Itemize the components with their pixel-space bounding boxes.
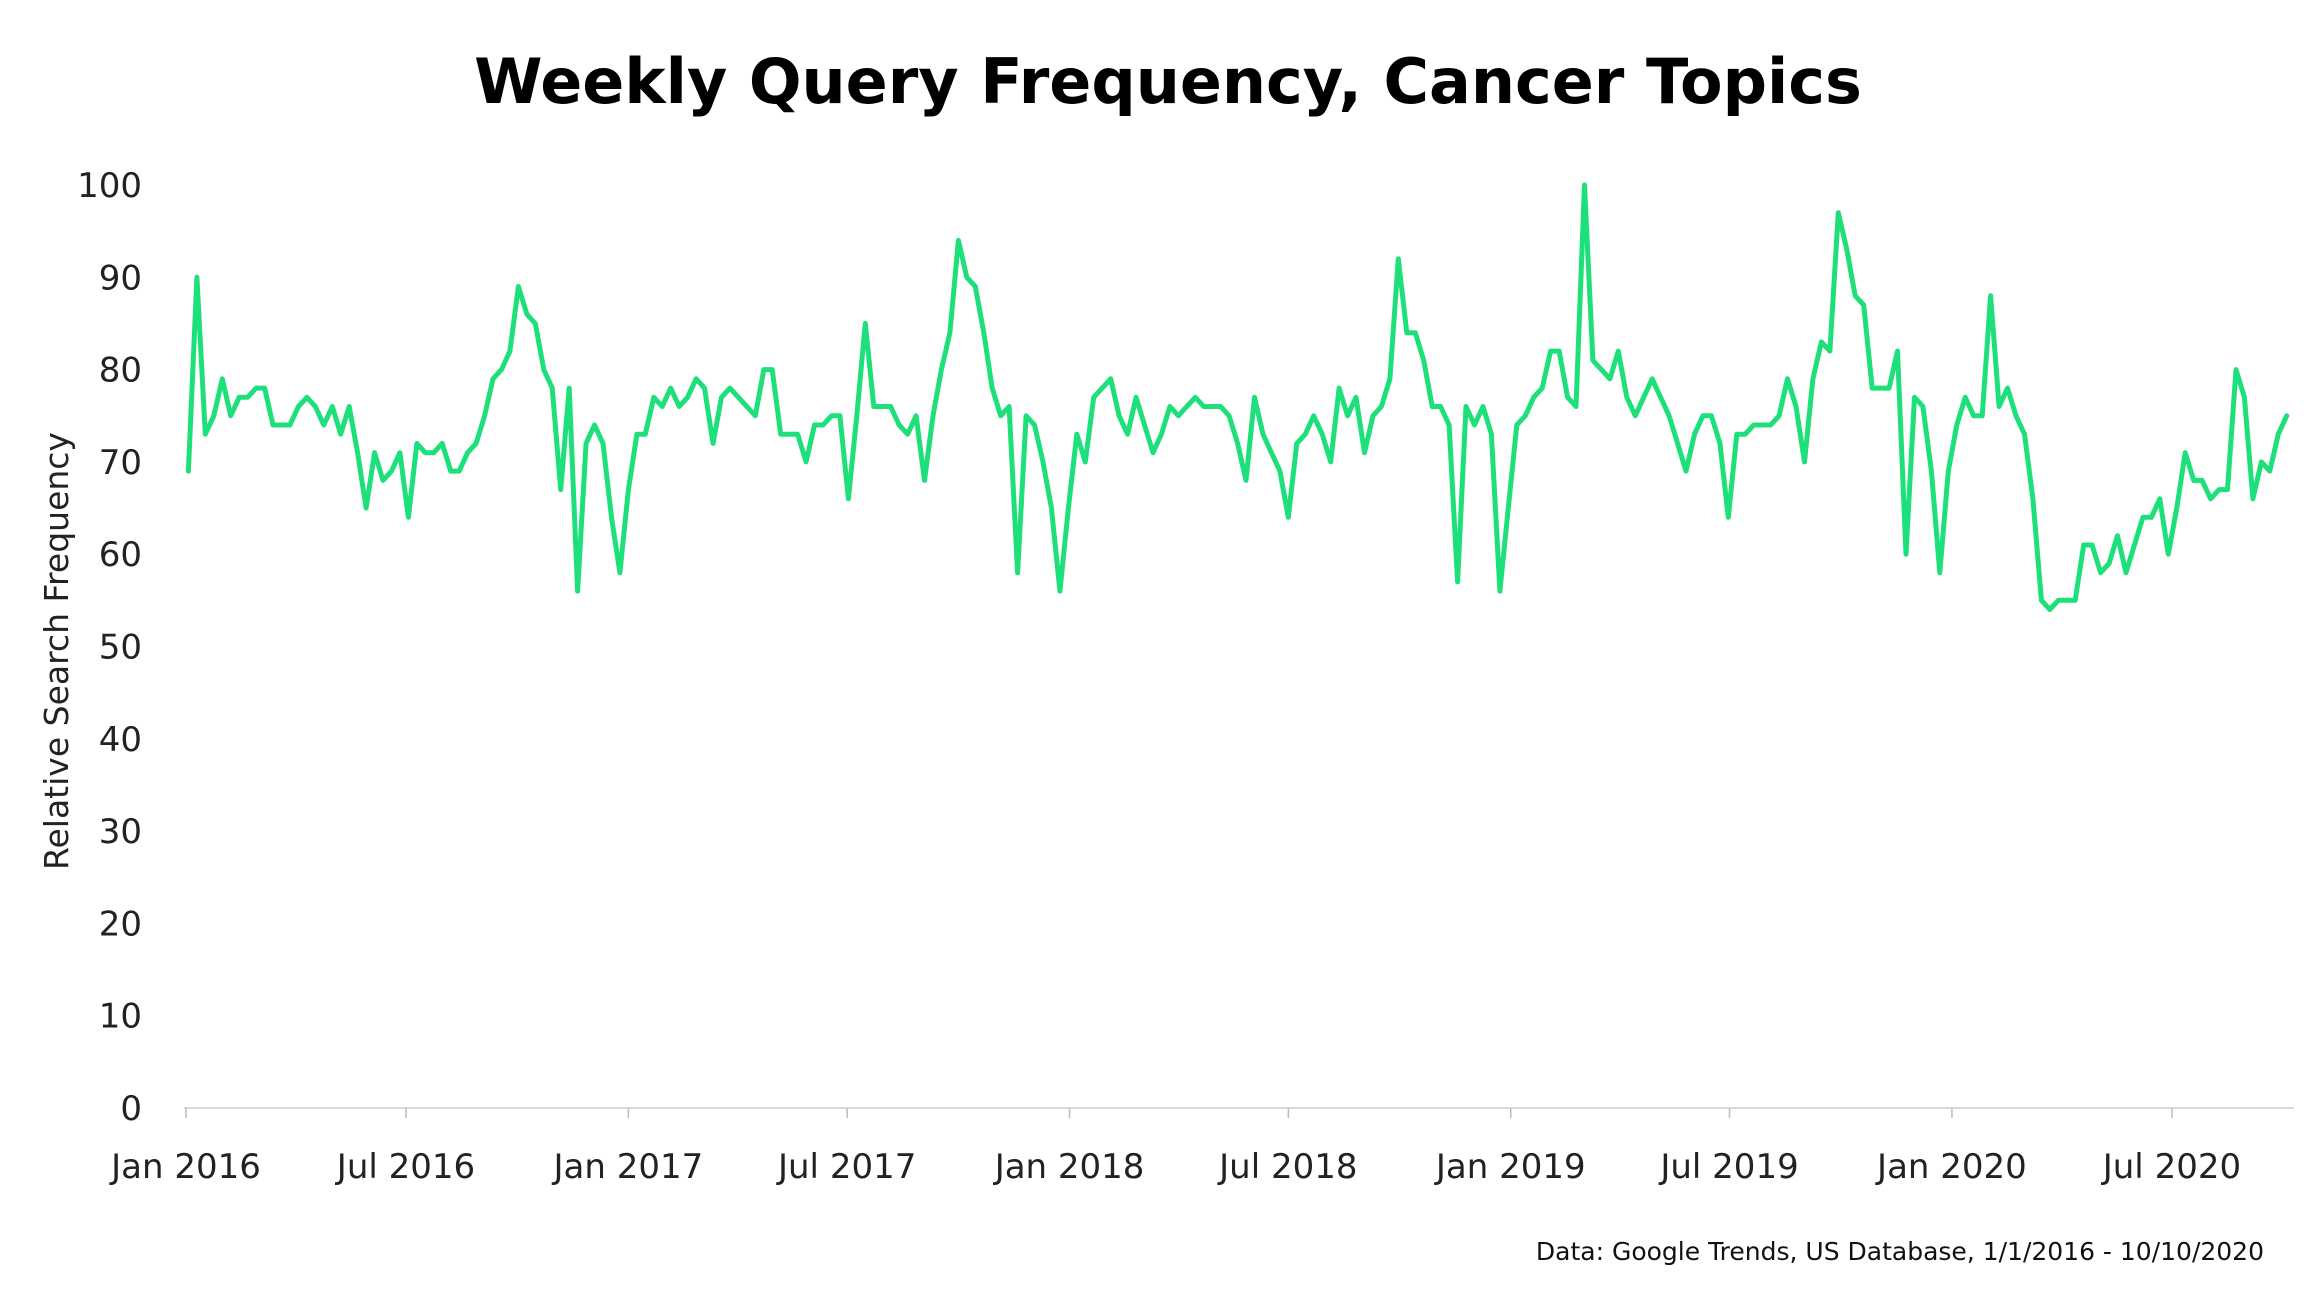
- x-tick-label: Jul 2016: [335, 1147, 475, 1187]
- x-tick-label: Jul 2020: [2101, 1147, 2241, 1187]
- y-tick-label: 60: [99, 535, 142, 575]
- x-tick-label: Jan 2020: [1875, 1147, 2027, 1187]
- y-tick-label: 90: [99, 258, 142, 298]
- y-axis: 0 10 20 30 40 50 60 70 80 90 100: [77, 166, 142, 1129]
- x-tick-label: Jul 2017: [776, 1147, 916, 1187]
- y-tick-label: 0: [120, 1089, 142, 1129]
- series-line-0: [185, 182, 2290, 613]
- y-tick-label: 80: [99, 351, 142, 391]
- y-tick-label: 50: [99, 628, 142, 668]
- y-tick-label: 40: [99, 720, 142, 760]
- source-note: Data: Google Trends, US Database, 1/1/20…: [1536, 1237, 2264, 1266]
- y-axis-label: Relative Search Frequency: [37, 432, 76, 870]
- plot-area: [185, 182, 2290, 613]
- y-tick-label: 30: [99, 812, 142, 852]
- x-tick-label: Jan 2018: [993, 1147, 1145, 1187]
- y-tick-label: 100: [77, 166, 142, 206]
- x-tick-label: Jan 2016: [109, 1147, 261, 1187]
- x-tick-label: Jul 2018: [1217, 1147, 1357, 1187]
- y-tick-label: 10: [99, 997, 142, 1037]
- x-axis: Jan 2016 Jul 2016 Jan 2017 Jul 2017 Jan 2018…: [109, 1108, 2241, 1187]
- x-tick-label: Jan 2019: [1434, 1147, 1586, 1187]
- x-tick-label: Jul 2019: [1658, 1147, 1798, 1187]
- y-tick-label: 70: [99, 443, 142, 483]
- x-tick-label: Jan 2017: [552, 1147, 704, 1187]
- chart-title: Weekly Query Frequency, Cancer Topics: [474, 45, 1862, 118]
- y-tick-label: 20: [99, 904, 142, 944]
